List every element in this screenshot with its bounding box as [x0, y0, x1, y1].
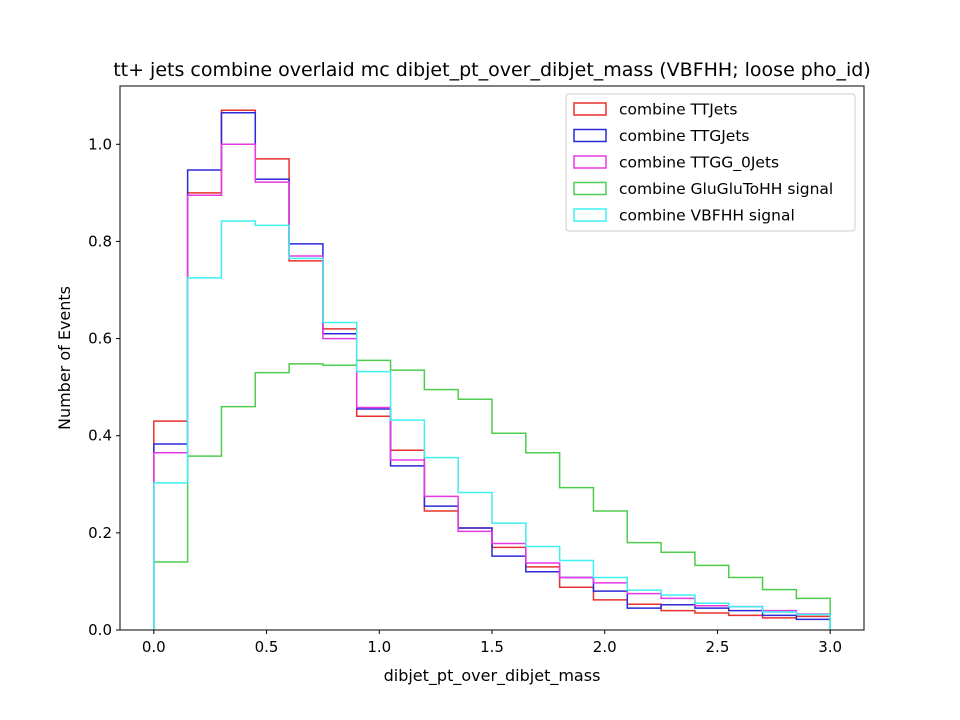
legend-label: combine VBFHH signal: [619, 207, 795, 225]
legend-swatch: [573, 181, 607, 196]
y-tick-label: 1.0: [88, 135, 112, 153]
x-tick-label: 1.0: [367, 638, 391, 656]
x-tick-label: 0.5: [255, 638, 279, 656]
y-tick-label: 0.0: [88, 621, 112, 639]
series-line-3: [153, 359, 831, 630]
y-axis: 0.0 0.2 0.4 0.6 0.8 1.0: [88, 135, 120, 639]
legend-swatch: [573, 208, 607, 222]
legend-swatch: [573, 102, 607, 116]
x-tick-label: 3.0: [818, 638, 842, 656]
series-layer: [153, 109, 831, 630]
legend: combine TTJets combine TTGJets combine TTG…: [565, 93, 856, 232]
y-tick-label: 0.2: [88, 524, 112, 542]
legend-label: combine TTJets: [619, 101, 737, 119]
series-line-4: [153, 220, 831, 630]
legend-swatch: [573, 128, 607, 143]
y-axis-label: Number of Events: [55, 286, 74, 430]
y-tick-label: 0.4: [88, 427, 112, 445]
legend-label: combine TTGJets: [619, 127, 749, 145]
y-tick-label: 0.6: [88, 330, 112, 348]
x-tick-label: 2.5: [706, 638, 730, 656]
x-axis: 0.0 0.5 1.0 1.5 2.0 2.5 3.0: [142, 630, 842, 656]
x-axis-label: dibjet_pt_over_dibjet_mass: [384, 666, 601, 686]
x-tick-label: 0.0: [142, 638, 166, 656]
legend-label: combine GluGluToHH signal: [619, 180, 833, 198]
legend-box: [565, 93, 856, 232]
legend-swatch: [573, 155, 607, 169]
y-tick-label: 0.8: [88, 232, 112, 250]
x-tick-label: 1.5: [480, 638, 504, 656]
legend-label: combine TTGG_0Jets: [619, 154, 779, 173]
x-tick-label: 2.0: [593, 638, 617, 656]
chart-title: tt+ jets combine overlaid mc dibjet_pt_o…: [113, 59, 871, 81]
